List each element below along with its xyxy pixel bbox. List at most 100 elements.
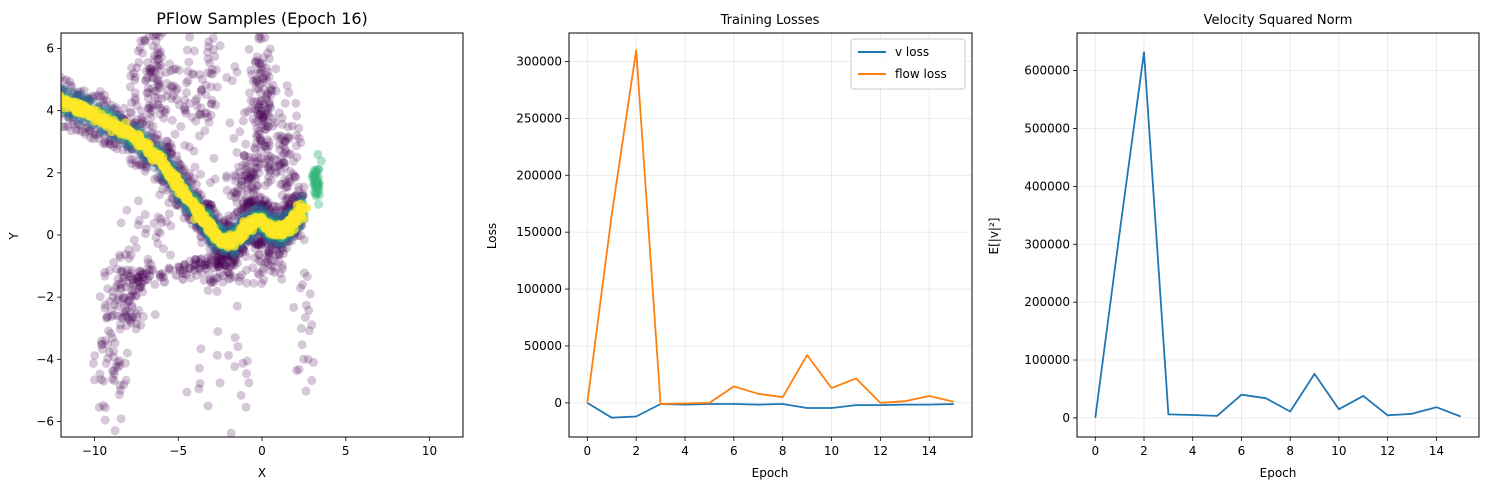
trajectory-point: [158, 184, 168, 194]
sample-point: [185, 264, 195, 274]
sample-point: [197, 85, 207, 95]
sample-point: [252, 52, 262, 62]
sample-point: [283, 192, 293, 202]
sample-point: [263, 253, 273, 263]
sample-point: [248, 170, 258, 180]
sample-point: [168, 65, 178, 75]
sample-point: [214, 262, 224, 272]
sample-point: [311, 167, 321, 177]
sample-point: [266, 83, 276, 93]
sample-point: [158, 33, 168, 38]
trajectory-point: [275, 250, 285, 260]
sample-point: [289, 302, 299, 312]
sample-point: [313, 149, 323, 159]
sample-point: [172, 95, 182, 105]
sample-point: [312, 188, 322, 198]
sample-point: [240, 150, 250, 160]
trajectory-point: [77, 126, 87, 136]
sample-point: [148, 73, 158, 83]
sample-point: [221, 260, 231, 270]
sample-point: [266, 261, 276, 271]
sample-point: [138, 272, 148, 282]
trajectory-point: [167, 193, 177, 203]
trajectory-point: [252, 204, 262, 214]
sample-point: [254, 239, 264, 249]
trajectory-point: [228, 257, 238, 267]
sample-point: [301, 386, 311, 396]
trajectory-point: [180, 204, 190, 214]
sample-point: [261, 121, 271, 131]
sample-point: [128, 289, 138, 299]
sample-point: [184, 57, 194, 67]
sample-point: [100, 403, 110, 413]
sample-point: [262, 154, 272, 164]
y-tick-label: −2: [36, 290, 54, 304]
sample-point: [261, 92, 271, 102]
trajectory-point: [174, 158, 184, 168]
sample-point: [283, 133, 293, 143]
sample-point: [294, 133, 304, 143]
sample-point: [206, 68, 216, 78]
sample-point: [277, 152, 287, 162]
trajectory-point: [105, 139, 115, 149]
sample-point: [153, 212, 163, 222]
sample-point: [292, 111, 302, 121]
sample-point: [150, 68, 160, 78]
sample-point: [309, 180, 319, 190]
trajectory-point: [67, 82, 77, 92]
sample-point: [244, 378, 254, 388]
trajectory-point: [206, 200, 216, 210]
sample-point: [162, 136, 172, 146]
sample-point: [250, 171, 260, 181]
trajectory-point: [248, 201, 258, 211]
trajectory-point: [284, 237, 294, 247]
sample-point: [265, 159, 275, 169]
sample-point: [304, 305, 314, 315]
sample-point: [113, 362, 123, 372]
trajectory-point: [282, 202, 292, 212]
trajectory-point: [181, 208, 191, 218]
sample-point: [153, 100, 163, 110]
sample-point: [274, 140, 284, 150]
sample-point: [196, 169, 206, 179]
trajectory-point: [119, 103, 129, 113]
sample-point: [251, 75, 261, 85]
sample-point: [134, 215, 144, 225]
sample-point: [154, 33, 164, 41]
sample-point: [292, 365, 302, 375]
sample-point: [277, 274, 287, 284]
trajectory-point: [109, 104, 119, 114]
trajectory-point: [183, 177, 193, 187]
trajectory-point: [261, 238, 271, 248]
sample-point: [238, 116, 248, 126]
trajectory-point: [270, 201, 280, 211]
sample-point: [142, 264, 152, 274]
sample-point: [134, 271, 144, 281]
sample-point: [108, 333, 118, 343]
sample-point: [156, 214, 166, 224]
sample-point: [278, 140, 288, 150]
sample-point: [130, 95, 140, 105]
trajectory-point: [100, 136, 110, 146]
sample-point: [230, 193, 240, 203]
trajectory-point: [61, 84, 66, 94]
sample-point: [124, 296, 134, 306]
sample-point: [174, 262, 184, 272]
trajectory-point: [241, 202, 251, 212]
sample-point: [242, 197, 252, 207]
sample-point: [179, 261, 189, 271]
trajectory-point: [298, 191, 308, 201]
sample-point: [156, 103, 166, 113]
sample-point: [211, 100, 221, 110]
trajectory-point: [207, 203, 217, 213]
sample-point: [204, 269, 214, 279]
sample-point: [256, 237, 266, 247]
sample-point: [166, 139, 176, 149]
sample-point: [113, 274, 123, 284]
sample-point: [187, 69, 197, 79]
sample-point: [270, 256, 280, 266]
trajectory-point: [196, 190, 206, 200]
sample-point: [129, 68, 139, 78]
trajectory-point: [167, 149, 177, 159]
scatter-y-axis-label: Y: [7, 232, 21, 241]
